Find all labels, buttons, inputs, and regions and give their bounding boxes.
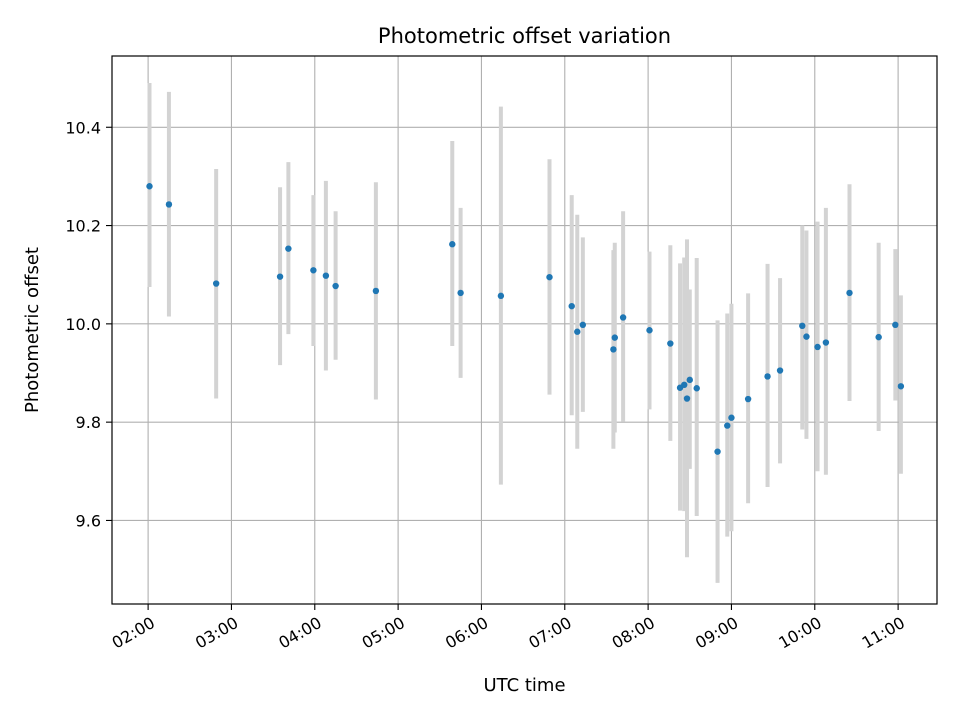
x-axis-label: UTC time xyxy=(483,675,565,696)
x-tick-label: 05:00 xyxy=(359,613,408,653)
data-point xyxy=(285,245,292,252)
data-point xyxy=(892,321,899,329)
data-point xyxy=(799,322,806,330)
data-points xyxy=(146,183,905,455)
data-point xyxy=(497,292,505,300)
data-point xyxy=(776,367,784,374)
y-tick-label: 10.0 xyxy=(65,315,101,334)
data-point xyxy=(619,314,627,321)
data-point xyxy=(686,376,693,384)
data-point xyxy=(574,328,581,335)
y-tick-label: 10.4 xyxy=(65,118,101,137)
data-point xyxy=(693,385,700,392)
x-tick-label: 06:00 xyxy=(442,613,491,653)
data-point xyxy=(322,272,330,279)
data-point xyxy=(546,273,553,281)
data-point xyxy=(276,273,284,280)
data-point xyxy=(610,346,617,353)
data-point xyxy=(146,183,153,190)
data-point xyxy=(728,414,735,421)
chart-title: Photometric offset variation xyxy=(378,24,671,48)
plot-frame xyxy=(111,55,938,605)
data-point xyxy=(212,280,220,287)
x-tick-label: 09:00 xyxy=(692,613,741,653)
data-point xyxy=(165,201,173,208)
data-point xyxy=(897,383,905,390)
x-tick-label: 10:00 xyxy=(775,613,824,653)
y-tick-label: 9.8 xyxy=(76,413,101,432)
data-point xyxy=(568,302,575,310)
data-point xyxy=(814,343,821,351)
x-tick-label: 11:00 xyxy=(859,613,908,653)
x-tick-label: 04:00 xyxy=(275,613,324,653)
data-point xyxy=(822,339,830,346)
grid xyxy=(112,56,937,604)
y-axis-label: Photometric offset xyxy=(22,247,43,413)
x-tick-label: 08:00 xyxy=(609,613,658,653)
x-tick-label: 07:00 xyxy=(525,613,574,653)
data-point xyxy=(667,340,674,347)
error-bars xyxy=(147,83,903,583)
x-tick-label: 02:00 xyxy=(109,613,158,653)
data-point xyxy=(803,333,810,340)
x-tick-label: 03:00 xyxy=(192,613,241,653)
data-point xyxy=(744,395,752,403)
y-tick-label: 10.2 xyxy=(65,217,101,236)
data-point xyxy=(332,282,339,290)
data-point xyxy=(875,333,882,341)
data-point xyxy=(579,321,587,329)
data-point xyxy=(457,289,464,297)
data-point xyxy=(310,267,317,274)
data-point xyxy=(724,422,731,429)
data-point xyxy=(372,287,380,295)
data-point xyxy=(714,448,721,455)
data-point xyxy=(683,395,691,402)
y-tick-label: 9.6 xyxy=(76,511,101,530)
data-point xyxy=(449,241,456,248)
data-point xyxy=(611,334,618,341)
data-point xyxy=(681,381,688,388)
data-point xyxy=(646,327,653,334)
data-point xyxy=(846,289,853,297)
data-point xyxy=(764,373,771,380)
